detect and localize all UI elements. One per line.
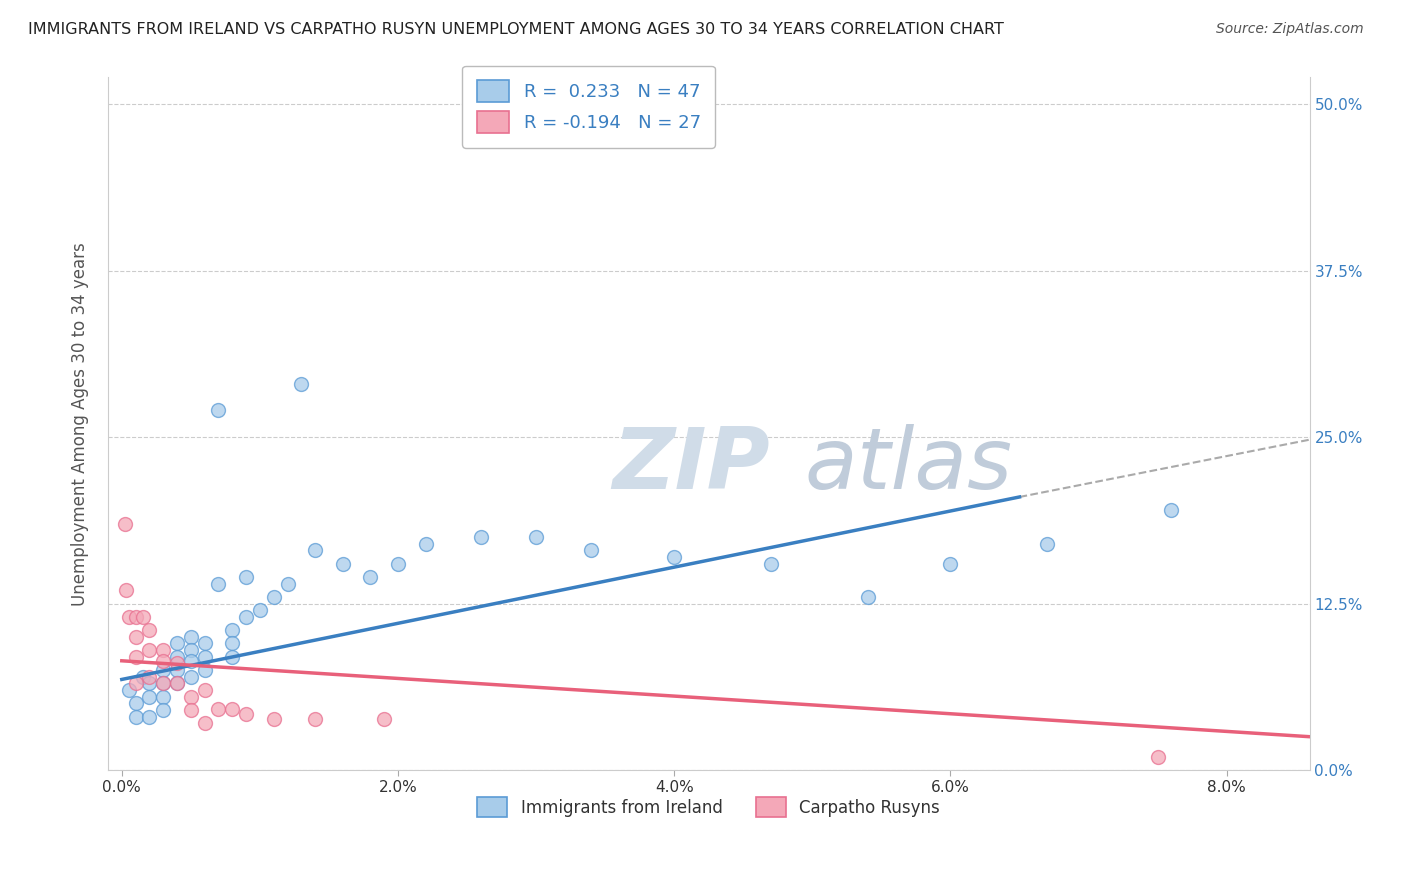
Point [138, 670, 160, 684]
Point [263, 590, 285, 604]
Point [124, 697, 146, 711]
Point [221, 623, 243, 637]
Point [152, 654, 174, 668]
Point [180, 654, 202, 668]
Point [118, 683, 141, 698]
Point [180, 670, 202, 684]
Point [124, 710, 146, 724]
Point [124, 610, 146, 624]
Point [373, 712, 395, 726]
Point [581, 543, 603, 558]
Point [118, 610, 141, 624]
Point [138, 676, 160, 690]
Text: atlas: atlas [804, 424, 1012, 507]
Point [304, 543, 326, 558]
Point [138, 623, 160, 637]
Point [1146, 749, 1168, 764]
Point [290, 376, 312, 391]
Legend: Immigrants from Ireland, Carpatho Rusyns: Immigrants from Ireland, Carpatho Rusyns [471, 790, 946, 824]
Point [759, 557, 782, 571]
Point [856, 590, 879, 604]
Point [194, 683, 217, 698]
Point [131, 610, 153, 624]
Point [124, 630, 146, 644]
Point [304, 712, 326, 726]
Point [207, 403, 229, 417]
Point [664, 549, 686, 564]
Point [166, 663, 188, 677]
Point [166, 657, 188, 671]
Text: ZIP: ZIP [613, 424, 770, 507]
Point [332, 557, 354, 571]
Point [180, 690, 202, 704]
Point [359, 570, 381, 584]
Point [124, 649, 146, 664]
Point [152, 676, 174, 690]
Point [194, 663, 217, 677]
Text: IMMIGRANTS FROM IRELAND VS CARPATHO RUSYN UNEMPLOYMENT AMONG AGES 30 TO 34 YEARS: IMMIGRANTS FROM IRELAND VS CARPATHO RUSY… [28, 22, 1004, 37]
Point [387, 557, 409, 571]
Point [114, 516, 136, 531]
Point [249, 603, 271, 617]
Point [1036, 536, 1059, 550]
Point [221, 636, 243, 650]
Point [194, 649, 217, 664]
Point [152, 703, 174, 717]
Y-axis label: Unemployment Among Ages 30 to 34 years: Unemployment Among Ages 30 to 34 years [72, 242, 89, 606]
Point [470, 530, 492, 544]
Point [152, 676, 174, 690]
Point [138, 690, 160, 704]
Point [207, 702, 229, 716]
Point [180, 630, 202, 644]
Point [235, 610, 257, 624]
Point [415, 536, 437, 550]
Point [263, 712, 285, 726]
Point [524, 530, 547, 544]
Point [194, 716, 217, 731]
Point [221, 649, 243, 664]
Point [115, 583, 138, 598]
Point [138, 710, 160, 724]
Point [138, 643, 160, 657]
Point [235, 707, 257, 722]
Point [939, 557, 962, 571]
Point [207, 576, 229, 591]
Point [124, 676, 146, 690]
Point [180, 703, 202, 717]
Point [166, 676, 188, 690]
Text: Source: ZipAtlas.com: Source: ZipAtlas.com [1216, 22, 1364, 37]
Point [166, 636, 188, 650]
Point [221, 702, 243, 716]
Point [277, 576, 299, 591]
Point [152, 690, 174, 704]
Point [194, 636, 217, 650]
Point [166, 676, 188, 690]
Point [152, 643, 174, 657]
Point [235, 570, 257, 584]
Point [180, 643, 202, 657]
Point [166, 649, 188, 664]
Point [131, 670, 153, 684]
Point [152, 663, 174, 677]
Point [1160, 503, 1182, 517]
